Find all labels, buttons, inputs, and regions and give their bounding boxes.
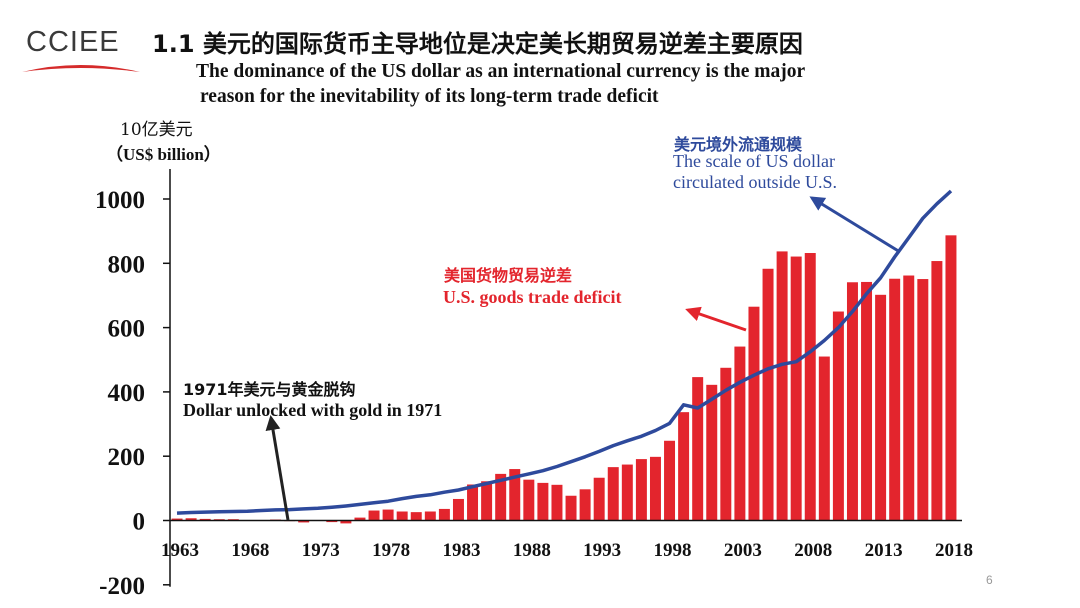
annotation-1971-zh: 1971年美元与黄金脱钩 xyxy=(183,380,356,399)
y-tick-label: 1000 xyxy=(95,187,145,214)
x-tick-label: 1978 xyxy=(372,540,410,561)
deficit-bar-1985 xyxy=(481,481,493,521)
x-tick-label: 2013 xyxy=(865,540,903,561)
deficit-bar-1992 xyxy=(579,489,591,521)
deficit-bar-2000 xyxy=(692,377,704,521)
deficit-bar-2009 xyxy=(818,356,830,521)
deficit-bar-1965 xyxy=(199,518,211,521)
y-tick-label: 600 xyxy=(108,316,146,343)
deficit-bar-1972 xyxy=(298,520,310,523)
deficit-bar-2013 xyxy=(875,294,887,521)
cciee-logo: CCIEE xyxy=(20,26,140,80)
y-tick-label: 800 xyxy=(108,251,146,278)
deficit-bar-2018 xyxy=(945,235,957,521)
line-series-label-en-1: The scale of US dollar xyxy=(673,151,835,171)
deficit-bar-1964 xyxy=(185,518,197,521)
deficit-bar-2007 xyxy=(790,256,802,521)
deficit-bar-1999 xyxy=(678,412,690,521)
x-tick-label: 1998 xyxy=(654,540,692,561)
logo-swoosh-icon xyxy=(22,65,140,72)
deficit-bar-1982 xyxy=(438,508,450,521)
deficit-bar-1998 xyxy=(664,440,676,521)
deficit-bar-1991 xyxy=(565,495,577,521)
page-number: 6 xyxy=(986,573,993,587)
deficit-bar-1979 xyxy=(396,511,408,521)
deficit-bar-1981 xyxy=(424,511,436,521)
deficit-bar-1977 xyxy=(368,510,380,521)
bar-series-label-en: U.S. goods trade deficit xyxy=(443,287,622,307)
black-annotation-arrow xyxy=(265,415,290,521)
x-tick-label: 1973 xyxy=(302,540,340,561)
deficit-bar-1975 xyxy=(340,520,352,524)
deficit-bar-2003 xyxy=(734,346,746,521)
deficit-bar-2014 xyxy=(889,278,901,521)
deficit-bar-1983 xyxy=(452,498,464,521)
x-tick-label: 1968 xyxy=(231,540,269,561)
deficit-bar-1990 xyxy=(551,484,563,521)
y-tick-label: 0 xyxy=(133,509,146,536)
deficit-bar-2005 xyxy=(762,268,774,521)
deficit-bar-2006 xyxy=(776,251,788,521)
deficit-bar-1963 xyxy=(171,518,183,521)
deficit-bar-2011 xyxy=(846,282,858,521)
deficit-bar-2002 xyxy=(720,367,732,521)
deficit-bar-1996 xyxy=(635,459,647,521)
blue-annotation-arrow xyxy=(809,196,901,254)
deficit-bar-1976 xyxy=(354,517,366,521)
logo-text: CCIEE xyxy=(26,26,120,58)
y-axis-unit-en: （US$ billion） xyxy=(106,145,221,164)
deficit-bar-2012 xyxy=(861,281,873,521)
y-axis-unit-zh: 10亿美元 xyxy=(120,120,193,140)
y-tick-label: 400 xyxy=(108,380,146,407)
deficit-bar-1986 xyxy=(495,473,507,521)
deficit-bar-1988 xyxy=(523,479,535,521)
page-title-zh: 1.1 美元的国际货币主导地位是决定美长期贸易逆差主要原因 xyxy=(152,30,803,58)
line-series-label-zh: 美元境外流通规模 xyxy=(674,135,803,154)
line-series-label-en-2: circulated outside U.S. xyxy=(673,172,837,192)
deficit-bars xyxy=(171,235,957,524)
deficit-bar-2016 xyxy=(917,279,929,521)
deficit-bar-1987 xyxy=(509,469,521,521)
deficit-bar-1995 xyxy=(621,464,633,521)
x-tick-label: 1963 xyxy=(161,540,199,561)
deficit-bar-1993 xyxy=(593,477,605,521)
x-tick-label: 1993 xyxy=(583,540,621,561)
deficit-bar-1978 xyxy=(382,509,394,521)
deficit-bar-2001 xyxy=(706,384,718,521)
y-tick-label: -200 xyxy=(99,573,145,600)
page-title-en-line2: reason for the inevitability of its long… xyxy=(200,86,659,107)
deficit-bar-1980 xyxy=(410,512,422,521)
y-tick-label: 200 xyxy=(108,444,146,471)
deficit-bar-2004 xyxy=(748,306,760,521)
dollar-outside-us-line xyxy=(176,189,953,515)
deficit-bar-2015 xyxy=(903,275,915,521)
x-tick-label: 2018 xyxy=(935,540,973,561)
x-tick-label: 2008 xyxy=(794,540,832,561)
deficit-bar-1974 xyxy=(326,520,338,523)
page-title-en-line1: The dominance of the US dollar as an int… xyxy=(196,61,806,82)
deficit-bar-2017 xyxy=(931,261,943,521)
x-tick-label: 1983 xyxy=(442,540,480,561)
deficit-bar-1997 xyxy=(649,456,661,521)
y-axis-ticks: -200 0 200 400 600 800 1000 xyxy=(95,187,170,600)
deficit-bar-2008 xyxy=(804,253,816,521)
x-axis-ticks: 1963 1968 1973 1978 1983 1988 1993 1998 2003 2008… xyxy=(161,540,973,561)
deficit-bar-1994 xyxy=(607,467,619,521)
red-annotation-arrow xyxy=(685,306,747,332)
x-tick-label: 2003 xyxy=(724,540,762,561)
deficit-bar-1984 xyxy=(467,484,479,521)
x-tick-label: 1988 xyxy=(513,540,551,561)
bar-series-label-zh: 美国货物贸易逆差 xyxy=(444,266,573,285)
annotation-1971-en: Dollar unlocked with gold in 1971 xyxy=(183,400,443,420)
deficit-bar-2010 xyxy=(832,311,844,521)
deficit-bar-1989 xyxy=(537,482,549,521)
